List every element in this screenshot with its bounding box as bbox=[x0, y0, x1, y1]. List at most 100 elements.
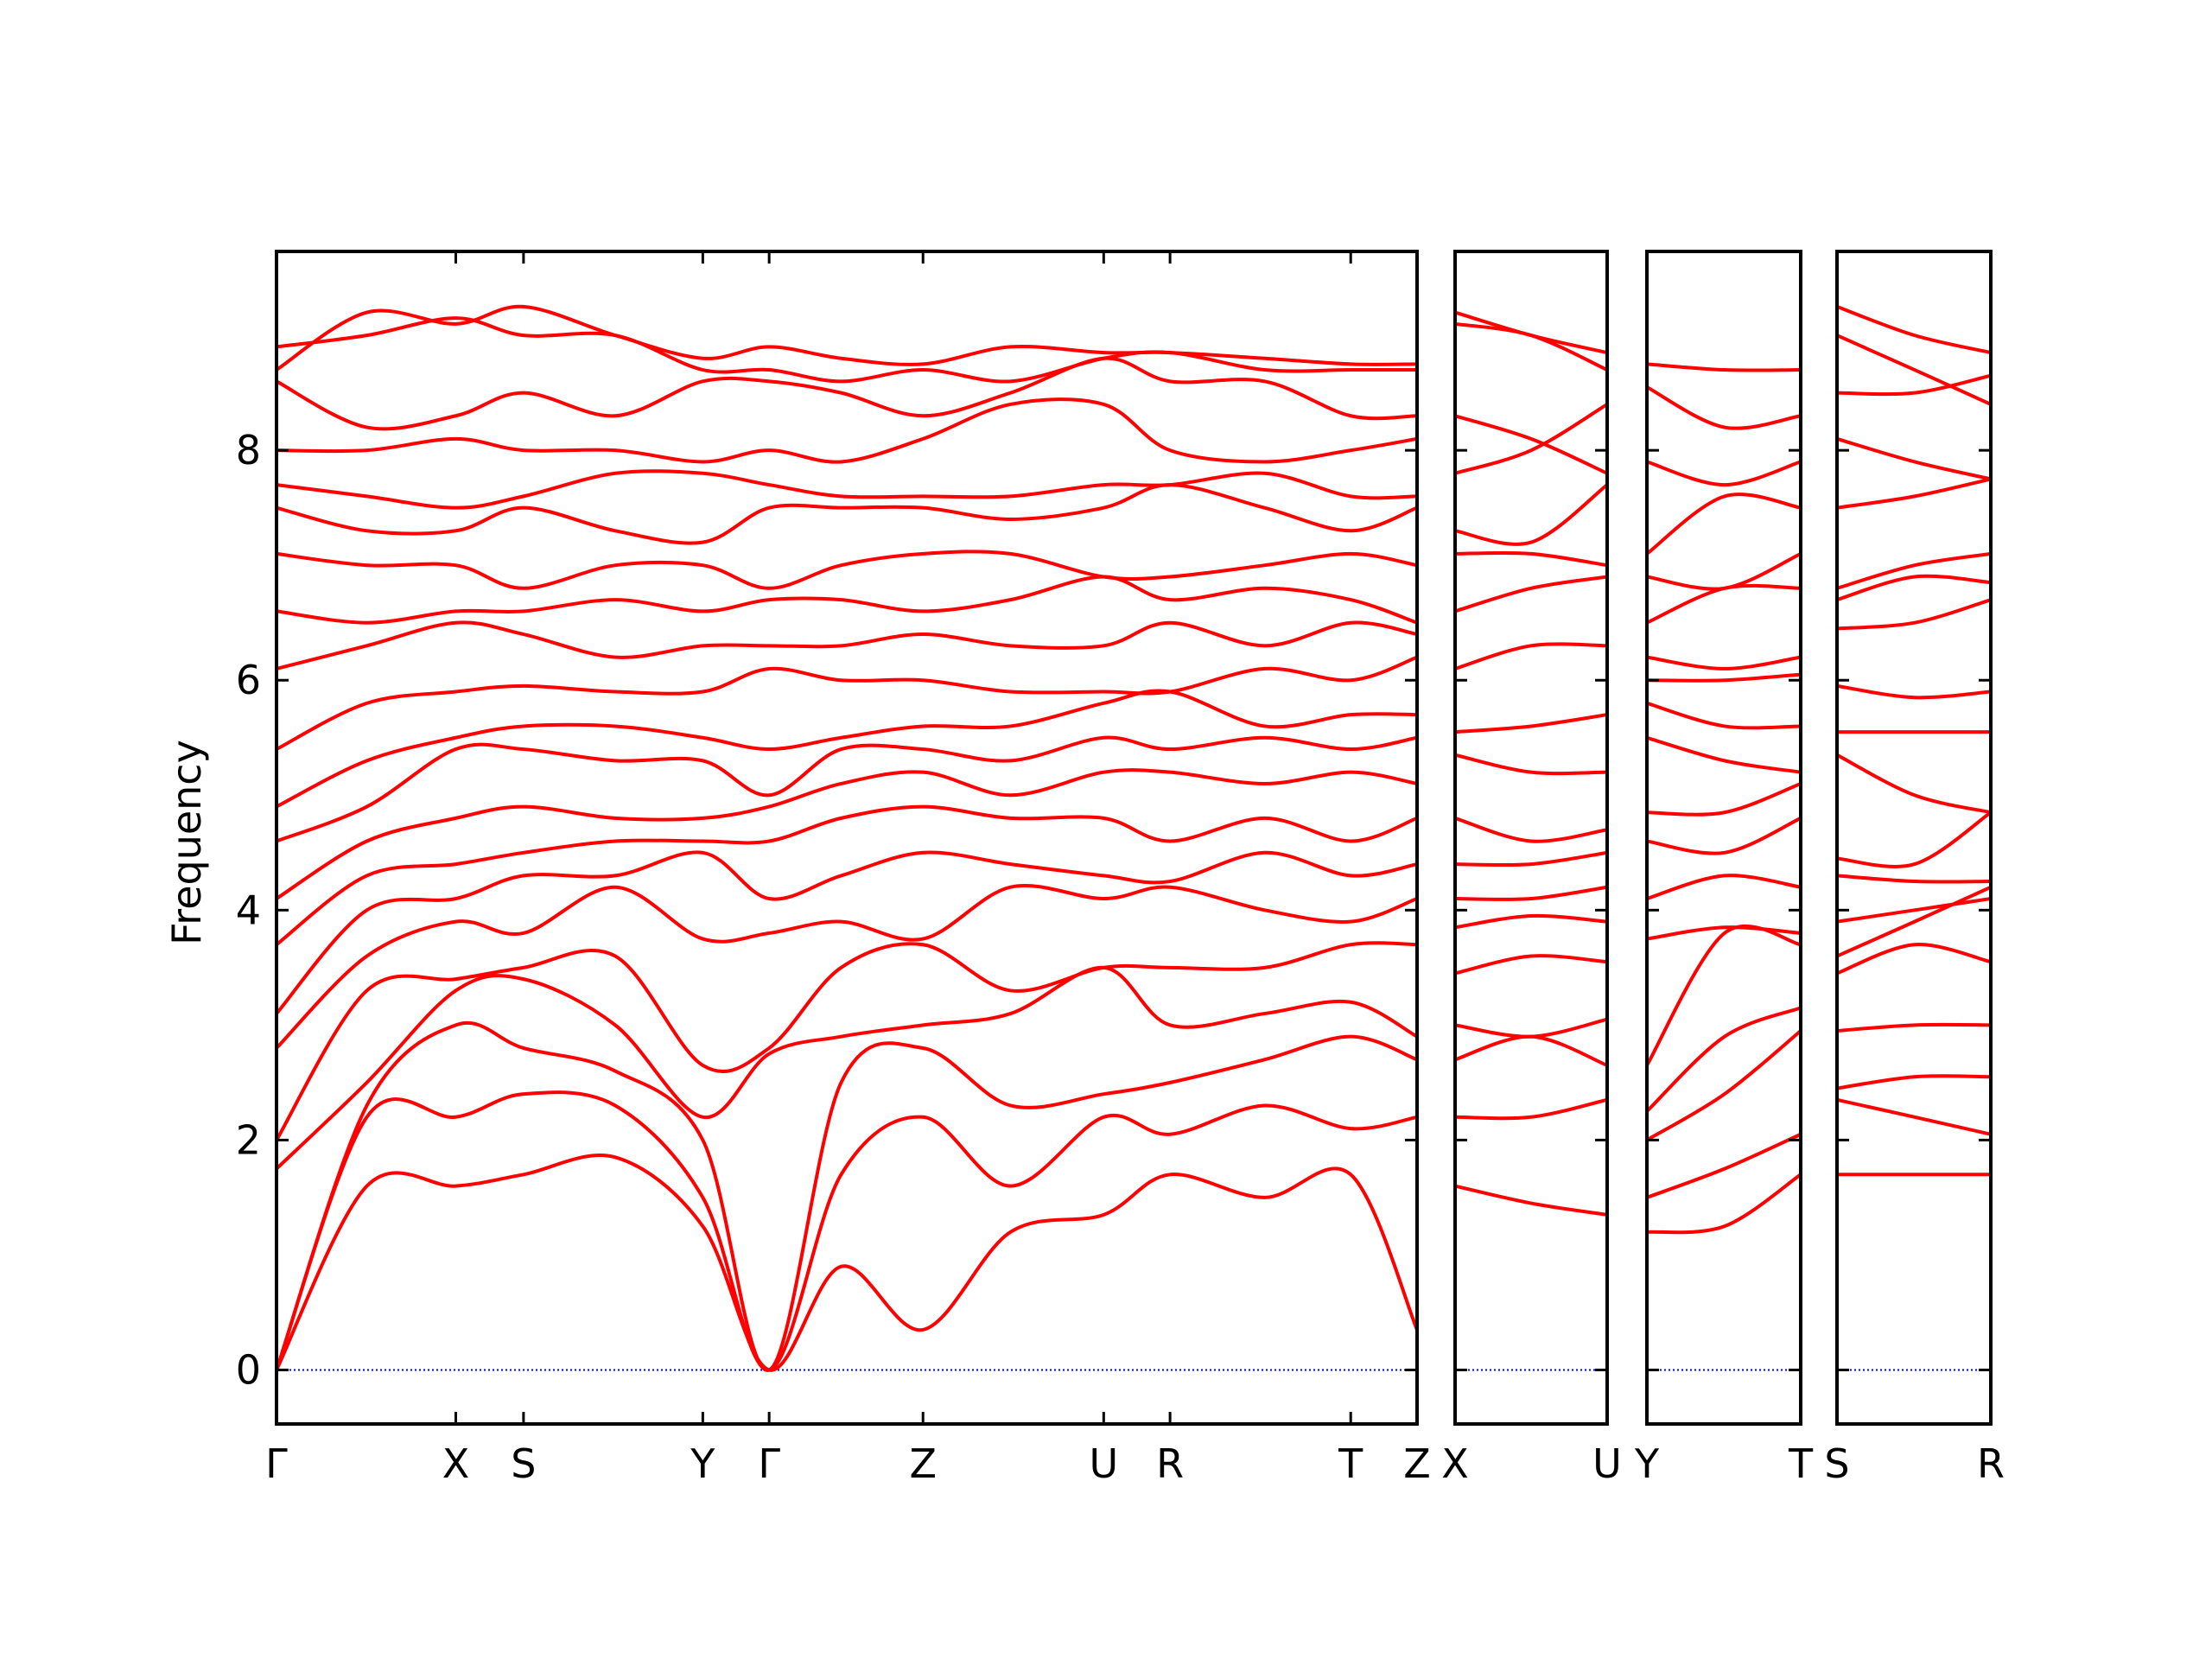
band-line bbox=[1455, 913, 1607, 930]
band-line bbox=[1455, 483, 1607, 546]
band-line bbox=[1647, 362, 1801, 372]
band-line bbox=[1837, 885, 1991, 958]
band-line bbox=[1837, 304, 1991, 355]
band-line bbox=[1647, 874, 1801, 900]
band-line bbox=[1837, 810, 1991, 868]
band-line bbox=[276, 850, 1417, 1015]
band-line bbox=[1455, 310, 1607, 355]
band-line bbox=[1647, 701, 1801, 730]
bands bbox=[1455, 310, 1607, 1217]
x-tick-label: X bbox=[1441, 1440, 1469, 1487]
band-line bbox=[1647, 1173, 1801, 1235]
band-line bbox=[1837, 477, 1991, 510]
band-line bbox=[1647, 782, 1801, 817]
band-line bbox=[1455, 753, 1607, 776]
y-tick-label: 4 bbox=[236, 887, 261, 933]
band-line bbox=[276, 689, 1417, 809]
band-line bbox=[1837, 334, 1991, 406]
y-tick-label: 8 bbox=[236, 427, 261, 474]
x-tick-label: T bbox=[1788, 1440, 1814, 1487]
band-line bbox=[276, 356, 1417, 431]
x-tick-label: R bbox=[1156, 1440, 1184, 1487]
band-line bbox=[1837, 598, 1991, 631]
y-tick-label: 2 bbox=[236, 1116, 261, 1163]
x-tick-label: T bbox=[1338, 1440, 1363, 1487]
band-line bbox=[1455, 414, 1607, 475]
y-tick-label: 0 bbox=[236, 1346, 261, 1393]
axes-frame bbox=[1453, 250, 1609, 1426]
band-line bbox=[1647, 735, 1801, 774]
band-line bbox=[1837, 551, 1991, 590]
x-tick-label: U bbox=[1592, 1440, 1622, 1487]
x-tick-label: Z bbox=[1403, 1440, 1431, 1487]
band-line bbox=[1455, 403, 1607, 475]
band-line bbox=[276, 1090, 1417, 1372]
band-line bbox=[1455, 850, 1607, 868]
band-line bbox=[276, 1153, 1417, 1372]
band-line bbox=[276, 397, 1417, 464]
band-line bbox=[1455, 885, 1607, 901]
x-tick-label: S bbox=[1824, 1440, 1849, 1487]
band-line bbox=[1647, 1006, 1801, 1113]
band-line bbox=[276, 316, 1417, 384]
bands bbox=[276, 304, 1417, 1372]
band-line bbox=[276, 304, 1417, 372]
band-line bbox=[1647, 655, 1801, 671]
x-tick-label: Γ bbox=[265, 1440, 288, 1487]
band-line bbox=[1455, 954, 1607, 976]
band-line bbox=[1837, 753, 1991, 815]
band-line bbox=[1647, 552, 1801, 591]
band-line bbox=[1647, 493, 1801, 556]
axes-frame bbox=[1835, 250, 1993, 1426]
band-line bbox=[1647, 924, 1801, 1066]
band-line bbox=[276, 884, 1417, 1050]
x-tick-label: Γ bbox=[758, 1440, 780, 1487]
bands bbox=[1647, 362, 1801, 1235]
band-line bbox=[1837, 683, 1991, 700]
y-tick-label: 6 bbox=[236, 657, 261, 703]
band-line bbox=[1647, 817, 1801, 855]
band-line bbox=[1837, 1074, 1991, 1090]
band-line bbox=[276, 620, 1417, 671]
bands bbox=[1837, 304, 1991, 1177]
band-line bbox=[1455, 1184, 1607, 1217]
band-line bbox=[276, 735, 1417, 843]
band-line bbox=[276, 941, 1417, 1141]
band-line bbox=[276, 550, 1417, 590]
axes-frame bbox=[275, 250, 1419, 1426]
band-line bbox=[1455, 1017, 1607, 1039]
band-line bbox=[1455, 1034, 1607, 1067]
band-line bbox=[1837, 874, 1991, 884]
axes-frame bbox=[1645, 250, 1802, 1426]
band-line bbox=[1837, 1022, 1991, 1033]
band-line bbox=[1647, 460, 1801, 487]
band-line bbox=[1455, 1097, 1607, 1121]
band-line bbox=[1837, 1097, 1991, 1136]
band-line bbox=[1455, 816, 1607, 843]
band-line bbox=[1455, 713, 1607, 734]
band-line bbox=[1647, 672, 1801, 683]
x-tick-label: X bbox=[442, 1440, 470, 1487]
band-line bbox=[1647, 583, 1801, 625]
band-line bbox=[276, 768, 1417, 900]
band-line bbox=[1837, 574, 1991, 602]
band-line bbox=[276, 804, 1417, 946]
x-tick-label: S bbox=[511, 1440, 536, 1487]
band-line bbox=[1455, 642, 1607, 671]
band-line bbox=[1837, 897, 1991, 924]
band-line bbox=[276, 469, 1417, 510]
band-line bbox=[1647, 925, 1801, 941]
x-tick-label: Z bbox=[909, 1440, 937, 1487]
band-line bbox=[276, 965, 1417, 1171]
x-tick-label: R bbox=[1977, 1440, 2005, 1487]
band-line bbox=[1837, 436, 1991, 481]
band-line bbox=[1647, 1029, 1801, 1142]
band-line bbox=[1837, 943, 1991, 976]
band-line bbox=[276, 575, 1417, 625]
band-line bbox=[1455, 550, 1607, 568]
x-tick-label: Y bbox=[1634, 1440, 1660, 1487]
